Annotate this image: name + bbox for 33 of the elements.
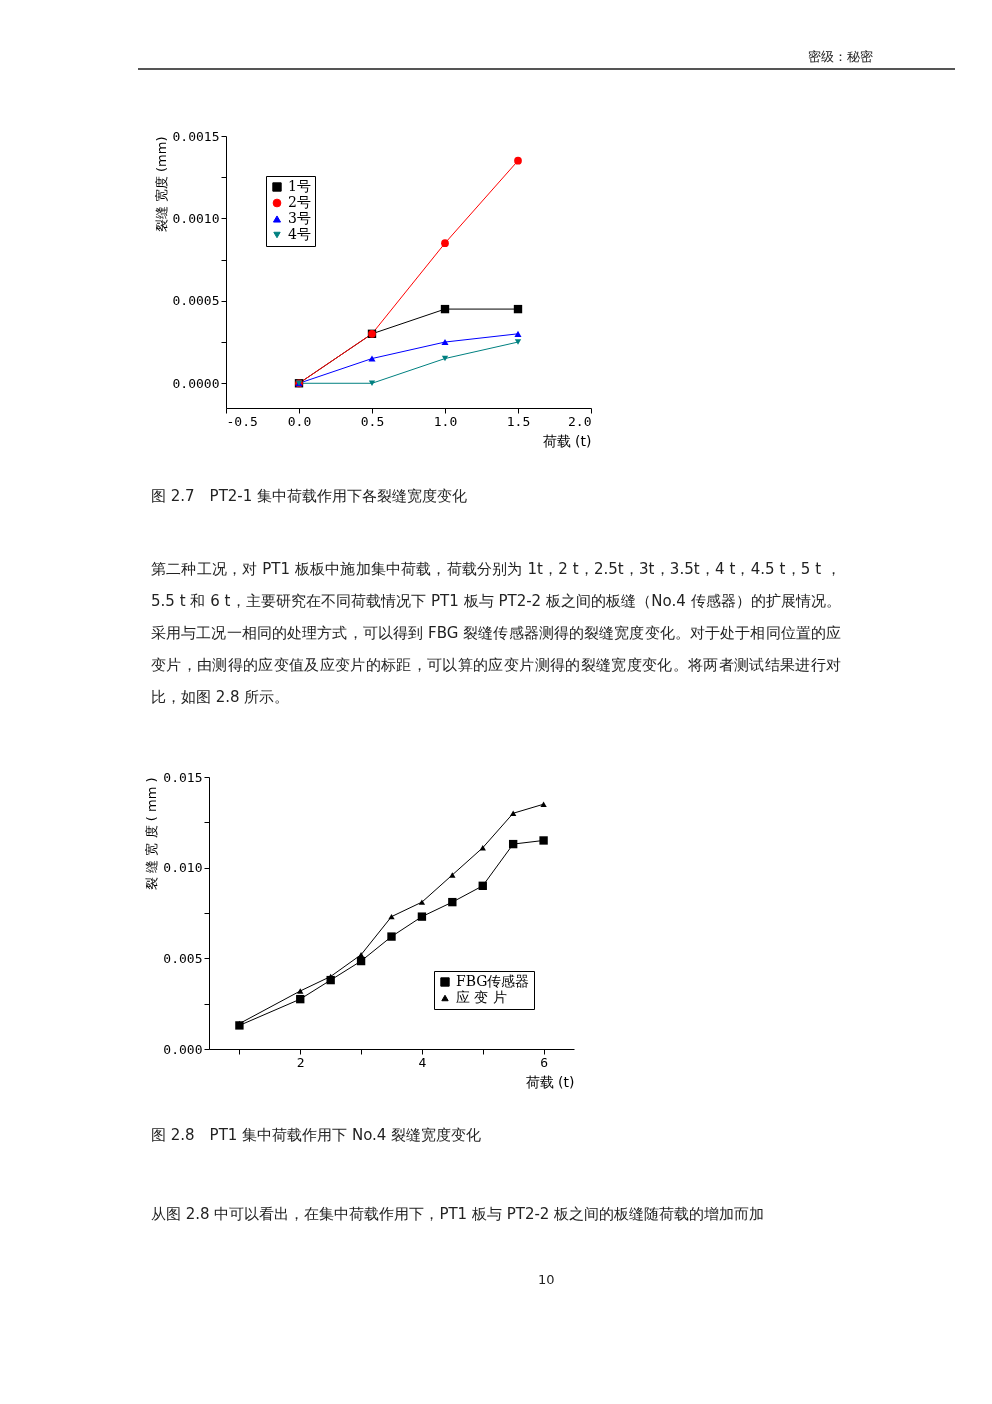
y-tick-label: 0.0000 — [172, 375, 220, 391]
legend-label: 2号 — [288, 194, 311, 210]
legend-label: 4号 — [288, 226, 311, 242]
text: 第二种工况，对 PT1 板板中施加集中荷载，荷载分别为 1t，2 t，2.5t，3t，3.5t，4 t，4.5 t，5 t ，5.5 t 和 6 t，主要研究在不同荷载情况下 PT1 板与 PT2-2 板之间的板缝（No.4 传感器）的扩展情况。采用与工况一相同的处理方式，可以得到 FBG 裂缝传感器测得的裂缝宽度变化。对于处于相同位置的应变片，由测得的应变值及应变片的标距，可以算的应变片测得的裂缝宽度变化。将两者测试结果进行对比，如图 2.8 所示。 — [151, 559, 841, 708]
y-tick-label: 0.0010 — [172, 210, 220, 226]
x-tick-label: 2 — [296, 1054, 305, 1070]
text: 从图 2.8 中可以看出，在集中荷载作用下，PT1 板与 PT2-2 板之间的板缝随荷载的增加而加 — [151, 1204, 766, 1225]
x-tick-label: 1.0 — [433, 413, 458, 429]
x-axis-title: 荷载 (t) — [525, 1073, 575, 1090]
y-tick-label: 0.015 — [163, 769, 203, 785]
text: 图 2.7 PT2-1 集中荷载作用下各裂缝宽度变化 — [151, 487, 468, 506]
legend-label: 3号 — [288, 210, 311, 226]
legend-label: 应 变 片 — [456, 989, 507, 1005]
x-axis-title: 荷载 (t) — [542, 432, 592, 449]
text: 密级：秘密 — [808, 48, 873, 66]
x-tick-label: 1.5 — [506, 413, 531, 429]
x-tick-label: 0.0 — [287, 413, 312, 429]
x-tick-label: 0.5 — [360, 413, 385, 429]
y-tick-label: 0.005 — [163, 950, 203, 966]
text: 图 2.8 PT1 集中荷载作用下 No.4 裂缝宽度变化 — [151, 1126, 482, 1145]
text: 10 — [538, 1272, 555, 1287]
x-tick-label: 4 — [418, 1054, 427, 1070]
x-tick-label: 6 — [540, 1054, 548, 1070]
y-tick-label: 0.000 — [163, 1041, 203, 1057]
y-tick-label: 0.010 — [163, 860, 203, 876]
y-tick-label: 0.0005 — [172, 293, 220, 309]
y-axis-title: 裂缝 宽度 (mm) — [153, 136, 169, 233]
y-axis-title: 裂 缝 宽 度 ( mm ) — [144, 777, 160, 890]
legend-label: 1号 — [288, 178, 311, 194]
x-tick-label: -0.5 — [226, 413, 258, 429]
legend-label: FBG传感器 — [456, 973, 530, 989]
x-tick-label: 2.0 — [568, 413, 592, 429]
y-tick-label: 0.0015 — [172, 128, 220, 144]
